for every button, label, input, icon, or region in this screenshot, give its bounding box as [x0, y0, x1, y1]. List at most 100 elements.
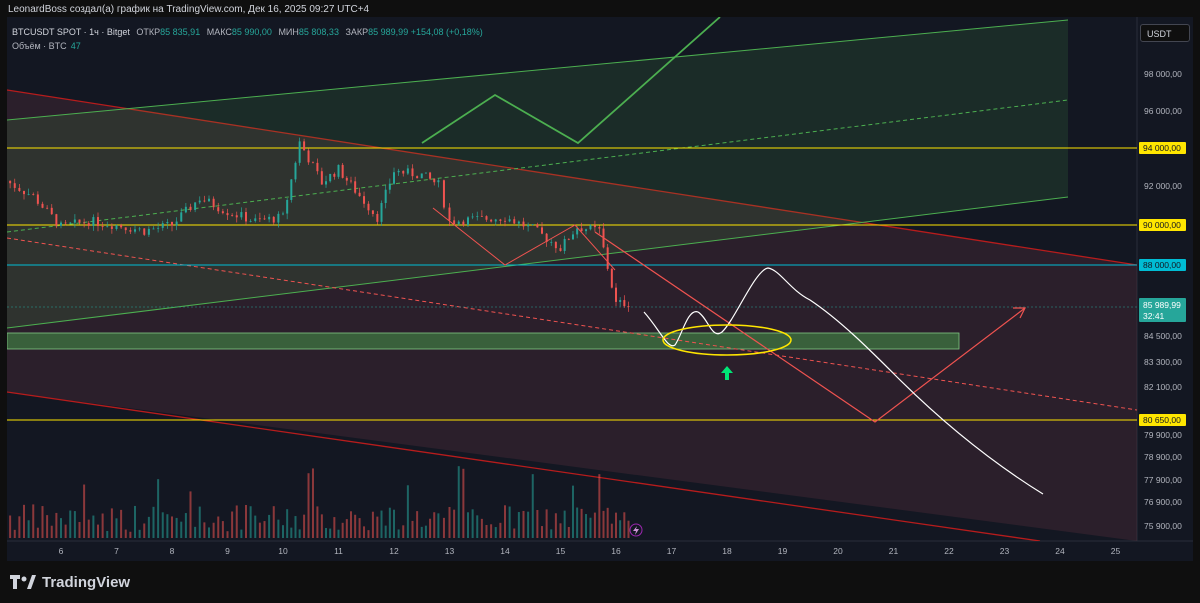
red-channel-top-line[interactable]	[7, 89, 1137, 266]
candle-body	[371, 210, 374, 214]
red-channel-bottom-line[interactable]	[7, 391, 1041, 541]
candle-body	[598, 227, 601, 229]
volume-bar	[9, 515, 12, 538]
legend-symbol[interactable]: BTCUSDT SPOT · 1ч · Bitget	[12, 27, 130, 37]
candle-body	[212, 198, 215, 208]
red-projection-path[interactable]	[594, 231, 1026, 423]
candle-body	[345, 177, 348, 181]
candle-body	[367, 203, 370, 211]
candle-body	[508, 219, 511, 222]
candle-body	[46, 207, 49, 209]
legend-close-label: ЗАКР	[345, 27, 369, 37]
candle-body	[184, 206, 187, 213]
y-tick-82100: 82 100,00	[1144, 382, 1182, 392]
volume-bar	[363, 526, 366, 538]
chart-credit-text: LeonardBoss создал(а) график на TradingV…	[8, 4, 370, 15]
volume-bar	[138, 529, 141, 538]
candle-body	[536, 224, 539, 228]
candle-body	[499, 219, 502, 221]
volume-bar	[129, 531, 132, 538]
candle-body	[189, 206, 192, 210]
volume-bar	[424, 525, 427, 538]
volume-bar	[354, 514, 357, 538]
level-label-94000: 94 000,00	[1143, 143, 1181, 153]
up-arrow-icon[interactable]	[721, 366, 733, 380]
volume-bar	[325, 527, 328, 538]
y-tick-83300: 83 300,00	[1144, 357, 1182, 367]
candle-body	[541, 227, 543, 234]
y-tick-77900: 77 900,00	[1144, 475, 1182, 485]
green-channel-bottom-line[interactable]	[7, 196, 1069, 329]
currency-selector[interactable]: USDT	[1140, 24, 1190, 42]
candle-body	[589, 225, 592, 230]
volume-bar	[442, 517, 445, 538]
target-ellipse[interactable]	[662, 324, 792, 356]
candle-body	[208, 198, 210, 202]
candle-body	[175, 221, 178, 226]
volume-bar	[371, 511, 374, 538]
candle-body	[476, 215, 479, 217]
volume-bar	[623, 512, 626, 538]
volume-bars	[9, 466, 630, 538]
candle-body	[580, 228, 583, 232]
volume-bar	[345, 519, 348, 538]
volume-bar	[619, 520, 622, 538]
volume-bar	[50, 525, 53, 538]
candle-body	[504, 220, 506, 222]
volume-bar	[157, 479, 160, 538]
volume-bar	[171, 516, 173, 538]
volume-bar	[32, 504, 35, 538]
volume-bar	[550, 529, 553, 538]
volume-bar	[175, 517, 178, 538]
candle-body	[263, 218, 266, 220]
time-axis[interactable]: 6 7 8 9 10 11 12 13 14 15 16 17 18 19 20 21 22 23 24 25	[59, 546, 1121, 556]
volume-bar	[152, 506, 155, 538]
green-channel-top-line[interactable]	[7, 19, 1069, 121]
volume-bar	[92, 515, 95, 538]
candle-body	[290, 179, 293, 200]
volume-bar	[337, 529, 340, 538]
volume-bar	[254, 515, 257, 538]
volume-bar	[290, 527, 293, 538]
volume-bar	[437, 513, 440, 538]
volume-bar	[416, 511, 419, 538]
support-zone-rect[interactable]	[7, 332, 960, 350]
price-axis[interactable]: 98 000,00 96 000,00 92 000,00 84 500,00 …	[1144, 69, 1182, 531]
red-zigzag-history[interactable]	[432, 207, 616, 271]
red-dashed-trendline[interactable]	[7, 237, 1137, 411]
level-label-88000: 88 000,00	[1143, 260, 1181, 270]
candle-body	[485, 216, 488, 220]
volume-bar	[541, 526, 543, 538]
volume-bar	[402, 525, 405, 538]
volume-bar	[307, 473, 310, 538]
green-channel-midline[interactable]	[7, 99, 1069, 233]
candle-body	[354, 181, 357, 193]
candle-body	[384, 189, 387, 203]
candle-body	[522, 221, 525, 227]
volume-bar	[585, 514, 588, 538]
price-candles	[9, 137, 630, 312]
volume-bar	[358, 518, 361, 538]
white-projection-path[interactable]	[643, 267, 1044, 495]
volume-bar	[73, 511, 76, 538]
volume-bar	[380, 510, 383, 538]
candle-body	[554, 241, 557, 249]
green-projection-path[interactable]	[421, 17, 721, 145]
y-tick-98000: 98 000,00	[1144, 69, 1182, 79]
volume-bar	[78, 521, 81, 538]
candle-body	[406, 168, 409, 174]
legend-volume-label[interactable]: Объём · BTC	[12, 41, 67, 51]
volume-bar	[467, 512, 469, 538]
candle-body	[32, 194, 35, 195]
candle-body	[325, 181, 328, 185]
volume-bar	[303, 514, 306, 538]
legend-high-label: МАКС	[206, 27, 232, 37]
legend-open-value: 85 835,91	[160, 27, 201, 37]
candle-body	[268, 216, 271, 220]
x-tick-20: 20	[833, 546, 843, 556]
candle-body	[18, 187, 21, 191]
level-label-90000: 90 000,00	[1143, 220, 1181, 230]
candle-body	[92, 217, 95, 226]
level-labels[interactable]: 94 000,00 90 000,00 88 000,00 85 989,99 …	[1139, 142, 1186, 426]
